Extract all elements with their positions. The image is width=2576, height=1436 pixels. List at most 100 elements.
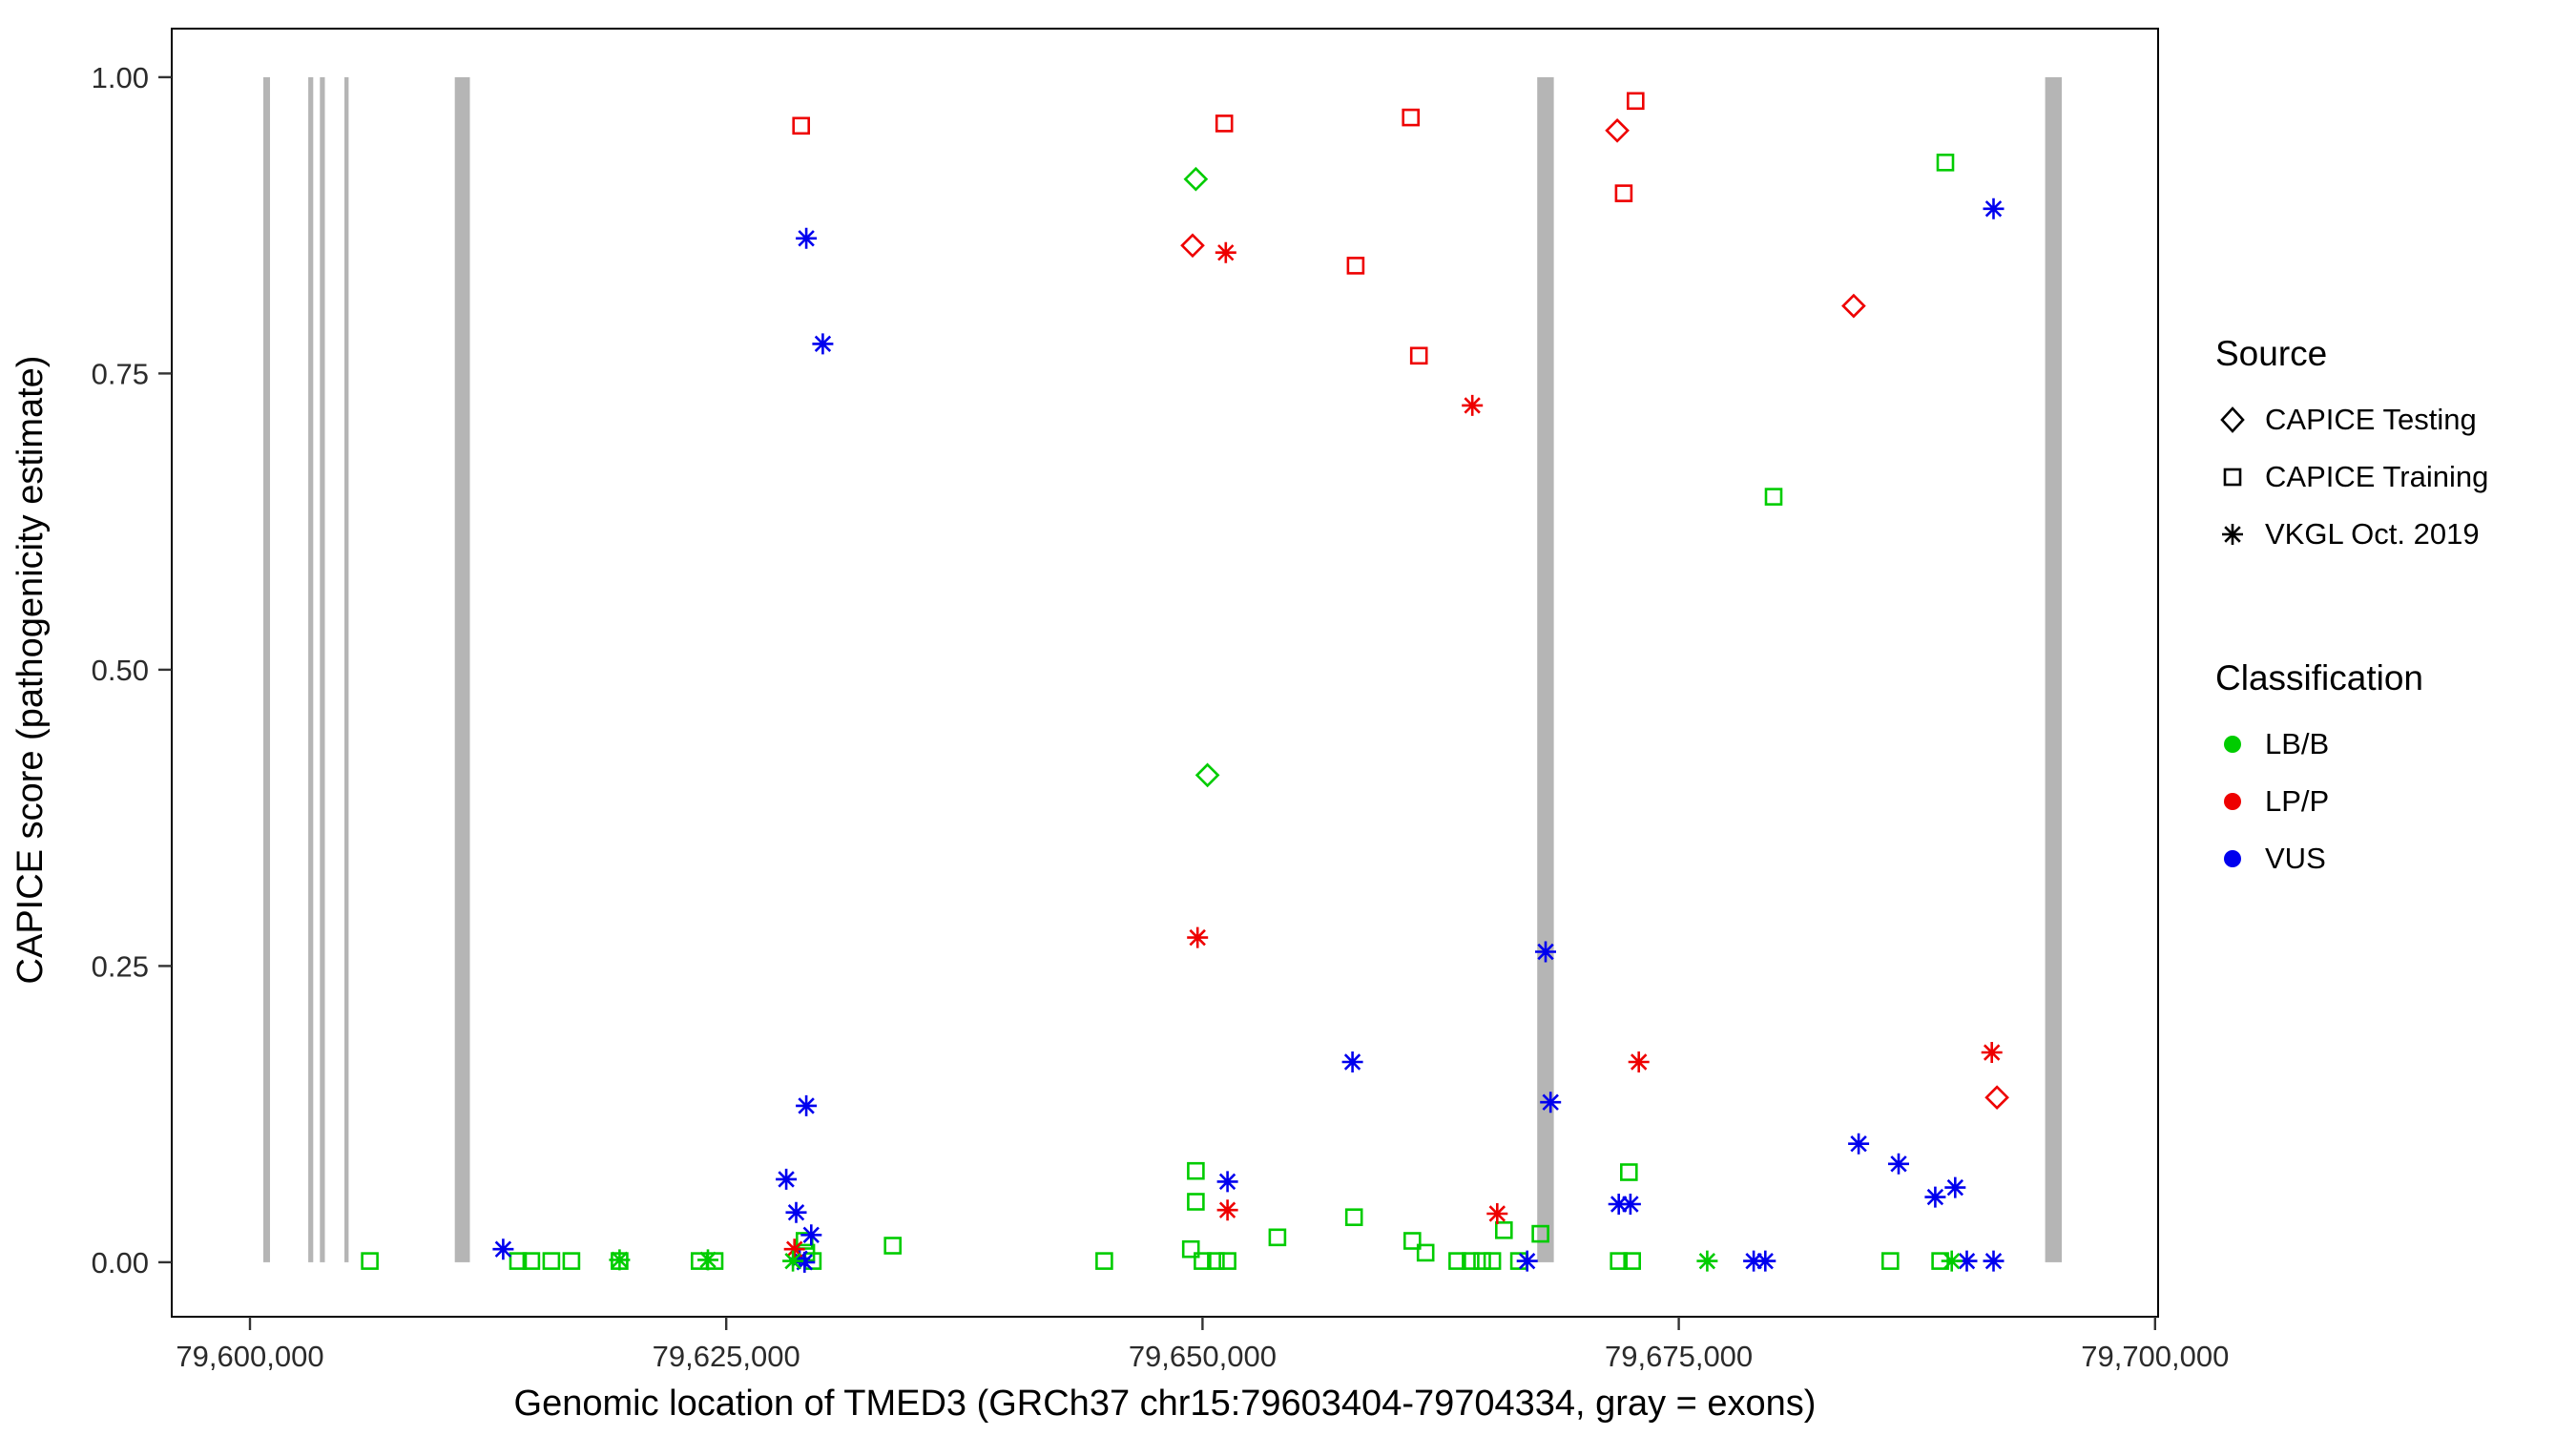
point-square (1402, 108, 1420, 127)
point-square (1531, 1224, 1549, 1243)
x-tick-label: 79,625,000 (653, 1340, 800, 1373)
point-asterisk (1628, 1051, 1650, 1072)
legend-item-capice-training: CAPICE Training (2215, 452, 2488, 502)
point-square (1187, 1193, 1205, 1211)
point-square (1095, 1252, 1113, 1270)
point-asterisk (800, 1224, 822, 1246)
point-square (1215, 114, 1234, 133)
legend-item-lbb: LB/B (2215, 719, 2488, 769)
point-square (509, 1252, 528, 1270)
point-asterisk (492, 1238, 514, 1260)
exon-bar (454, 76, 470, 1262)
point-square (1181, 1239, 1200, 1259)
exon-bar (263, 76, 270, 1262)
asterisk-icon (2222, 524, 2243, 545)
point-square (1764, 488, 1783, 506)
point-square (1881, 1252, 1900, 1270)
legend-classification: Classification LB/B LP/P VUS (2215, 658, 2488, 884)
point-square (361, 1252, 379, 1270)
point-square (1936, 154, 1955, 172)
legend-item-label: LB/B (2265, 727, 2330, 760)
point-square (1194, 1252, 1212, 1270)
point-square (522, 1252, 541, 1270)
point-square (1207, 1252, 1225, 1270)
legend-item-lpp: LP/P (2215, 777, 2488, 826)
legend-item-label: CAPICE Training (2265, 460, 2489, 493)
point-square (1268, 1228, 1287, 1247)
point-square (1473, 1252, 1491, 1270)
point-asterisk (697, 1249, 718, 1271)
point-diamond (1180, 233, 1205, 259)
y-axis-title: CAPICE score (pathogenicity estimate) (10, 356, 51, 985)
point-asterisk (1486, 1203, 1508, 1224)
legend-source-title: Source (2215, 334, 2328, 373)
exon-bar (2045, 76, 2062, 1262)
point-square (1495, 1221, 1513, 1239)
data-points (361, 92, 2009, 1273)
x-tick-label: 79,675,000 (1605, 1340, 1753, 1373)
y-tick-label: 1.00 (92, 61, 149, 94)
point-asterisk (796, 227, 818, 249)
point-asterisk (1888, 1153, 1909, 1175)
green-dot-icon (2224, 736, 2241, 753)
legend-classification-title: Classification (2215, 658, 2423, 697)
legend-item-capice-testing: CAPICE Testing (2215, 395, 2488, 445)
point-square (883, 1237, 903, 1255)
legend-item-label: CAPICE Testing (2265, 403, 2477, 436)
point-asterisk (1848, 1133, 1870, 1155)
point-diamond (1183, 166, 1209, 192)
point-square (1403, 1232, 1422, 1250)
exon-bar (308, 76, 314, 1262)
point-asterisk (794, 1251, 816, 1273)
point-asterisk (782, 1250, 804, 1272)
point-square (1623, 1252, 1641, 1270)
point-asterisk (609, 1249, 631, 1271)
point-asterisk (776, 1168, 798, 1190)
point-asterisk (1535, 941, 1556, 963)
point-asterisk (1941, 1250, 1963, 1272)
x-tick-label: 79,600,000 (176, 1340, 323, 1373)
legend-item-vus: VUS (2215, 834, 2488, 884)
point-asterisk (1540, 1092, 1562, 1113)
exon-bar (1537, 76, 1554, 1262)
point-square (1614, 184, 1633, 202)
legend-item-label: VUS (2265, 842, 2326, 875)
point-square (1483, 1252, 1502, 1270)
point-asterisk (1216, 1199, 1238, 1221)
x-tick-label: 79,700,000 (2081, 1340, 2229, 1373)
y-tick-label: 0.50 (92, 654, 149, 687)
point-asterisk (1981, 1042, 2003, 1063)
point-asterisk (1608, 1194, 1630, 1215)
red-dot-icon (2224, 793, 2241, 810)
point-diamond (1195, 762, 1220, 788)
point-square (1187, 1161, 1205, 1180)
point-asterisk (1516, 1250, 1538, 1272)
point-asterisk (1462, 394, 1484, 416)
exon-bars (263, 76, 2062, 1262)
point-asterisk (1924, 1186, 1946, 1208)
legend: Source CAPICE Testing CAPICE Training VK… (2215, 334, 2488, 884)
point-asterisk (1755, 1250, 1776, 1272)
diamond-icon (2220, 406, 2245, 433)
point-asterisk (785, 1201, 807, 1223)
point-square (792, 116, 811, 135)
point-diamond (1605, 117, 1630, 143)
legend-source: Source CAPICE Testing CAPICE Training VK… (2215, 334, 2488, 559)
point-asterisk (1983, 1250, 2005, 1272)
x-axis: 79,600,000 79,625,000 79,650,000 79,675,000… (176, 1317, 2229, 1373)
y-axis: 0.00 0.25 0.50 0.75 1.00 (92, 61, 172, 1280)
blue-dot-icon (2224, 850, 2241, 867)
point-square (1620, 1163, 1638, 1181)
x-tick-label: 79,650,000 (1129, 1340, 1277, 1373)
point-diamond (1984, 1085, 2009, 1111)
point-square (1627, 92, 1645, 111)
point-asterisk (1743, 1250, 1765, 1272)
point-square (562, 1252, 581, 1270)
point-square (1409, 346, 1428, 365)
point-asterisk (1215, 241, 1236, 263)
point-square (542, 1252, 561, 1270)
point-asterisk (1187, 926, 1209, 948)
point-asterisk (796, 1094, 818, 1116)
point-asterisk (1619, 1194, 1641, 1215)
x-axis-title: Genomic location of TMED3 (GRCh37 chr15:… (514, 1384, 1817, 1424)
